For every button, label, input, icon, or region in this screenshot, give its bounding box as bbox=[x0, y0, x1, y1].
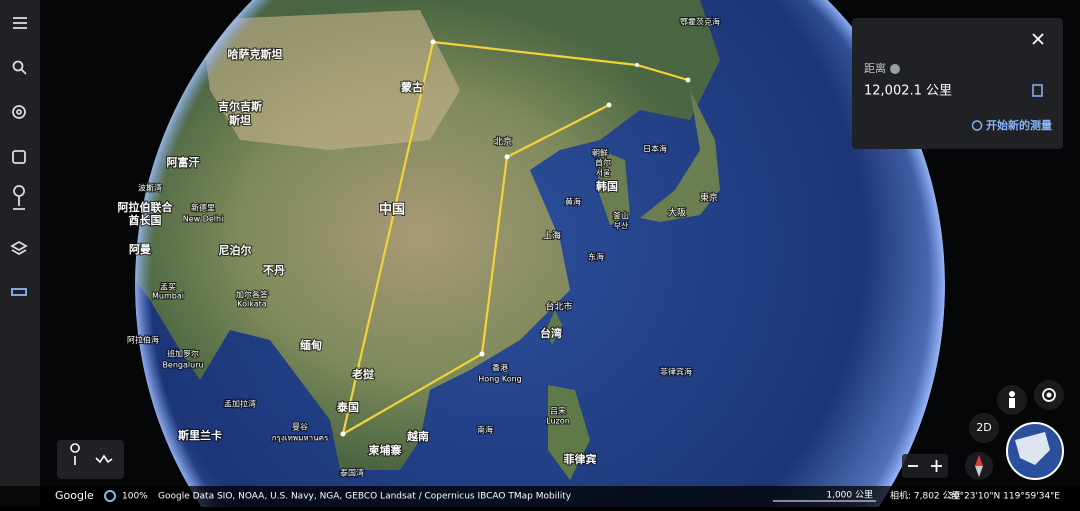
map-label: 斯里兰卡 bbox=[178, 428, 222, 442]
map-label: 阿富汗 bbox=[167, 155, 200, 169]
map-label: 菲律宾 bbox=[564, 452, 597, 466]
voyager-button[interactable] bbox=[12, 105, 26, 119]
projects-button[interactable] bbox=[13, 185, 25, 210]
map-label: 酋长国 bbox=[129, 213, 162, 227]
menu-button[interactable] bbox=[13, 17, 27, 29]
map-label: Hong Kong bbox=[478, 375, 522, 384]
map-label: กรุงเทพมหานคร bbox=[272, 434, 329, 443]
loading-indicator bbox=[104, 490, 116, 502]
map-label: 柬埔寨 bbox=[369, 443, 402, 457]
map-label: 孟买 bbox=[160, 282, 176, 292]
map-label: 加尔各答 bbox=[236, 290, 268, 300]
map-label: 香港 bbox=[492, 363, 508, 373]
map-label: 北京 bbox=[494, 136, 512, 148]
map-label: 서울 bbox=[596, 169, 611, 178]
map-label: 阿拉伯海 bbox=[127, 335, 159, 345]
measure-button[interactable] bbox=[11, 288, 27, 296]
map-label: 东海 bbox=[588, 252, 604, 262]
unit-dropdown[interactable] bbox=[942, 89, 948, 93]
layers-button[interactable] bbox=[10, 240, 28, 256]
close-button[interactable] bbox=[1032, 33, 1044, 45]
map-label: 鄂霍茨克海 bbox=[680, 17, 720, 27]
coordinates: 30°23'10"N 119°59'34"E bbox=[948, 492, 1060, 502]
map-label: 首尔 bbox=[595, 158, 611, 168]
map-label: 東京 bbox=[700, 192, 718, 204]
feeling-lucky-button[interactable] bbox=[12, 150, 26, 164]
map-label: 不丹 bbox=[263, 264, 285, 277]
map-label: 越南 bbox=[406, 429, 429, 443]
map-label: 老挝 bbox=[351, 367, 375, 381]
map-label: 南海 bbox=[477, 425, 493, 435]
map-label: 吕宋 bbox=[550, 406, 566, 416]
copy-button[interactable] bbox=[1032, 84, 1043, 97]
map-label: 新德里 bbox=[191, 203, 215, 213]
map-label: 台北市 bbox=[545, 301, 572, 313]
map-label: 中国 bbox=[379, 202, 405, 218]
map-label: 阿拉伯联合 bbox=[118, 200, 174, 214]
map-label: New Delhi bbox=[183, 215, 224, 224]
map-label: Kolkata bbox=[237, 300, 266, 309]
map-label: 菲律宾海 bbox=[660, 367, 692, 377]
map-label: 斯坦 bbox=[229, 113, 251, 127]
map-label: Bengaluru bbox=[162, 361, 203, 370]
map-label: 부산 bbox=[614, 221, 629, 231]
map-label: 朝鲜 bbox=[592, 148, 608, 158]
map-label: Luzon bbox=[546, 417, 570, 426]
map-label: 黄海 bbox=[565, 197, 581, 207]
map-label: 大阪 bbox=[668, 207, 686, 219]
map-label: 阿曼 bbox=[129, 242, 151, 256]
panel-title: 距离 bbox=[864, 61, 886, 75]
map-label: 釜山 bbox=[613, 211, 629, 221]
map-label: 日本海 bbox=[643, 144, 667, 154]
zoom-percent: 100% bbox=[122, 492, 148, 502]
place-mark-button[interactable] bbox=[70, 443, 80, 465]
scale-label: 1,000 公里 bbox=[826, 490, 873, 501]
map-label: 韩国 bbox=[596, 179, 618, 193]
help-icon[interactable] bbox=[890, 64, 900, 74]
distance-value[interactable]: 12,002.1 公里 bbox=[864, 84, 952, 99]
map-label: 尼泊尔 bbox=[219, 243, 252, 257]
path-button[interactable] bbox=[95, 454, 113, 464]
search-button[interactable] bbox=[12, 60, 27, 75]
new-measure-button[interactable]: 开始新的测量 bbox=[986, 118, 1052, 132]
map-label: 台湾 bbox=[540, 326, 562, 340]
camera-altitude: 相机: 7,802 公里 bbox=[890, 490, 961, 502]
map-label: Mumbai bbox=[152, 292, 184, 301]
map-label: 曼谷 bbox=[292, 423, 308, 432]
map-label: 泰国湾 bbox=[340, 468, 364, 478]
2d-label: 2D bbox=[976, 421, 991, 434]
map-label: 泰国 bbox=[336, 400, 359, 414]
measure-panel bbox=[852, 18, 1063, 149]
map-label: 蒙古 bbox=[401, 80, 423, 94]
toolbar bbox=[57, 440, 124, 479]
map-label: 哈萨克斯坦 bbox=[228, 47, 283, 61]
map-label: 班加罗尔 bbox=[167, 349, 199, 359]
map-label: 上海 bbox=[543, 230, 561, 242]
reset-icon bbox=[971, 120, 983, 131]
google-logo: Google bbox=[55, 489, 94, 502]
map-label: 波斯湾 bbox=[138, 183, 162, 193]
measure-points bbox=[340, 39, 691, 437]
map-label: 吉尔吉斯 bbox=[218, 99, 262, 113]
map-label: 缅甸 bbox=[300, 338, 322, 352]
map-label: 孟加拉湾 bbox=[224, 399, 256, 409]
2d-button[interactable] bbox=[969, 413, 999, 443]
status-bar bbox=[0, 486, 1080, 507]
attribution[interactable]: Google Data SIO, NOAA, U.S. Navy, NGA, G… bbox=[158, 492, 572, 502]
